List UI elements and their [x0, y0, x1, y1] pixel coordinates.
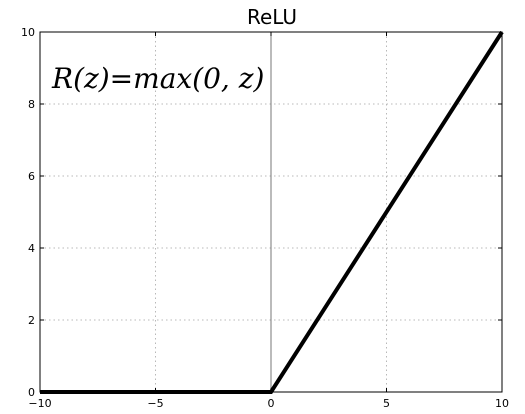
x-tick-label-1: −5	[147, 397, 163, 410]
x-tick-label-3: 5	[383, 397, 390, 410]
y-tick-label-0: 0	[28, 386, 35, 399]
chart-title: ReLU	[247, 5, 297, 29]
x-tick-label-4: 10	[495, 397, 509, 410]
y-tick-label-4: 8	[28, 98, 35, 111]
y-tick-label-3: 6	[28, 170, 35, 183]
y-tick-label-1: 2	[28, 314, 35, 327]
y-tick-label-2: 4	[28, 242, 35, 255]
ticks-layer: −10 −5 0 5 10 0 2 4 6 8 10	[21, 26, 509, 410]
x-tick-label-0: −10	[28, 397, 51, 410]
y-tick-label-5: 10	[21, 26, 35, 39]
relu-formula-annotation: R(z)=max(0, z)	[51, 62, 264, 95]
x-tick-label-2: 0	[268, 397, 275, 410]
